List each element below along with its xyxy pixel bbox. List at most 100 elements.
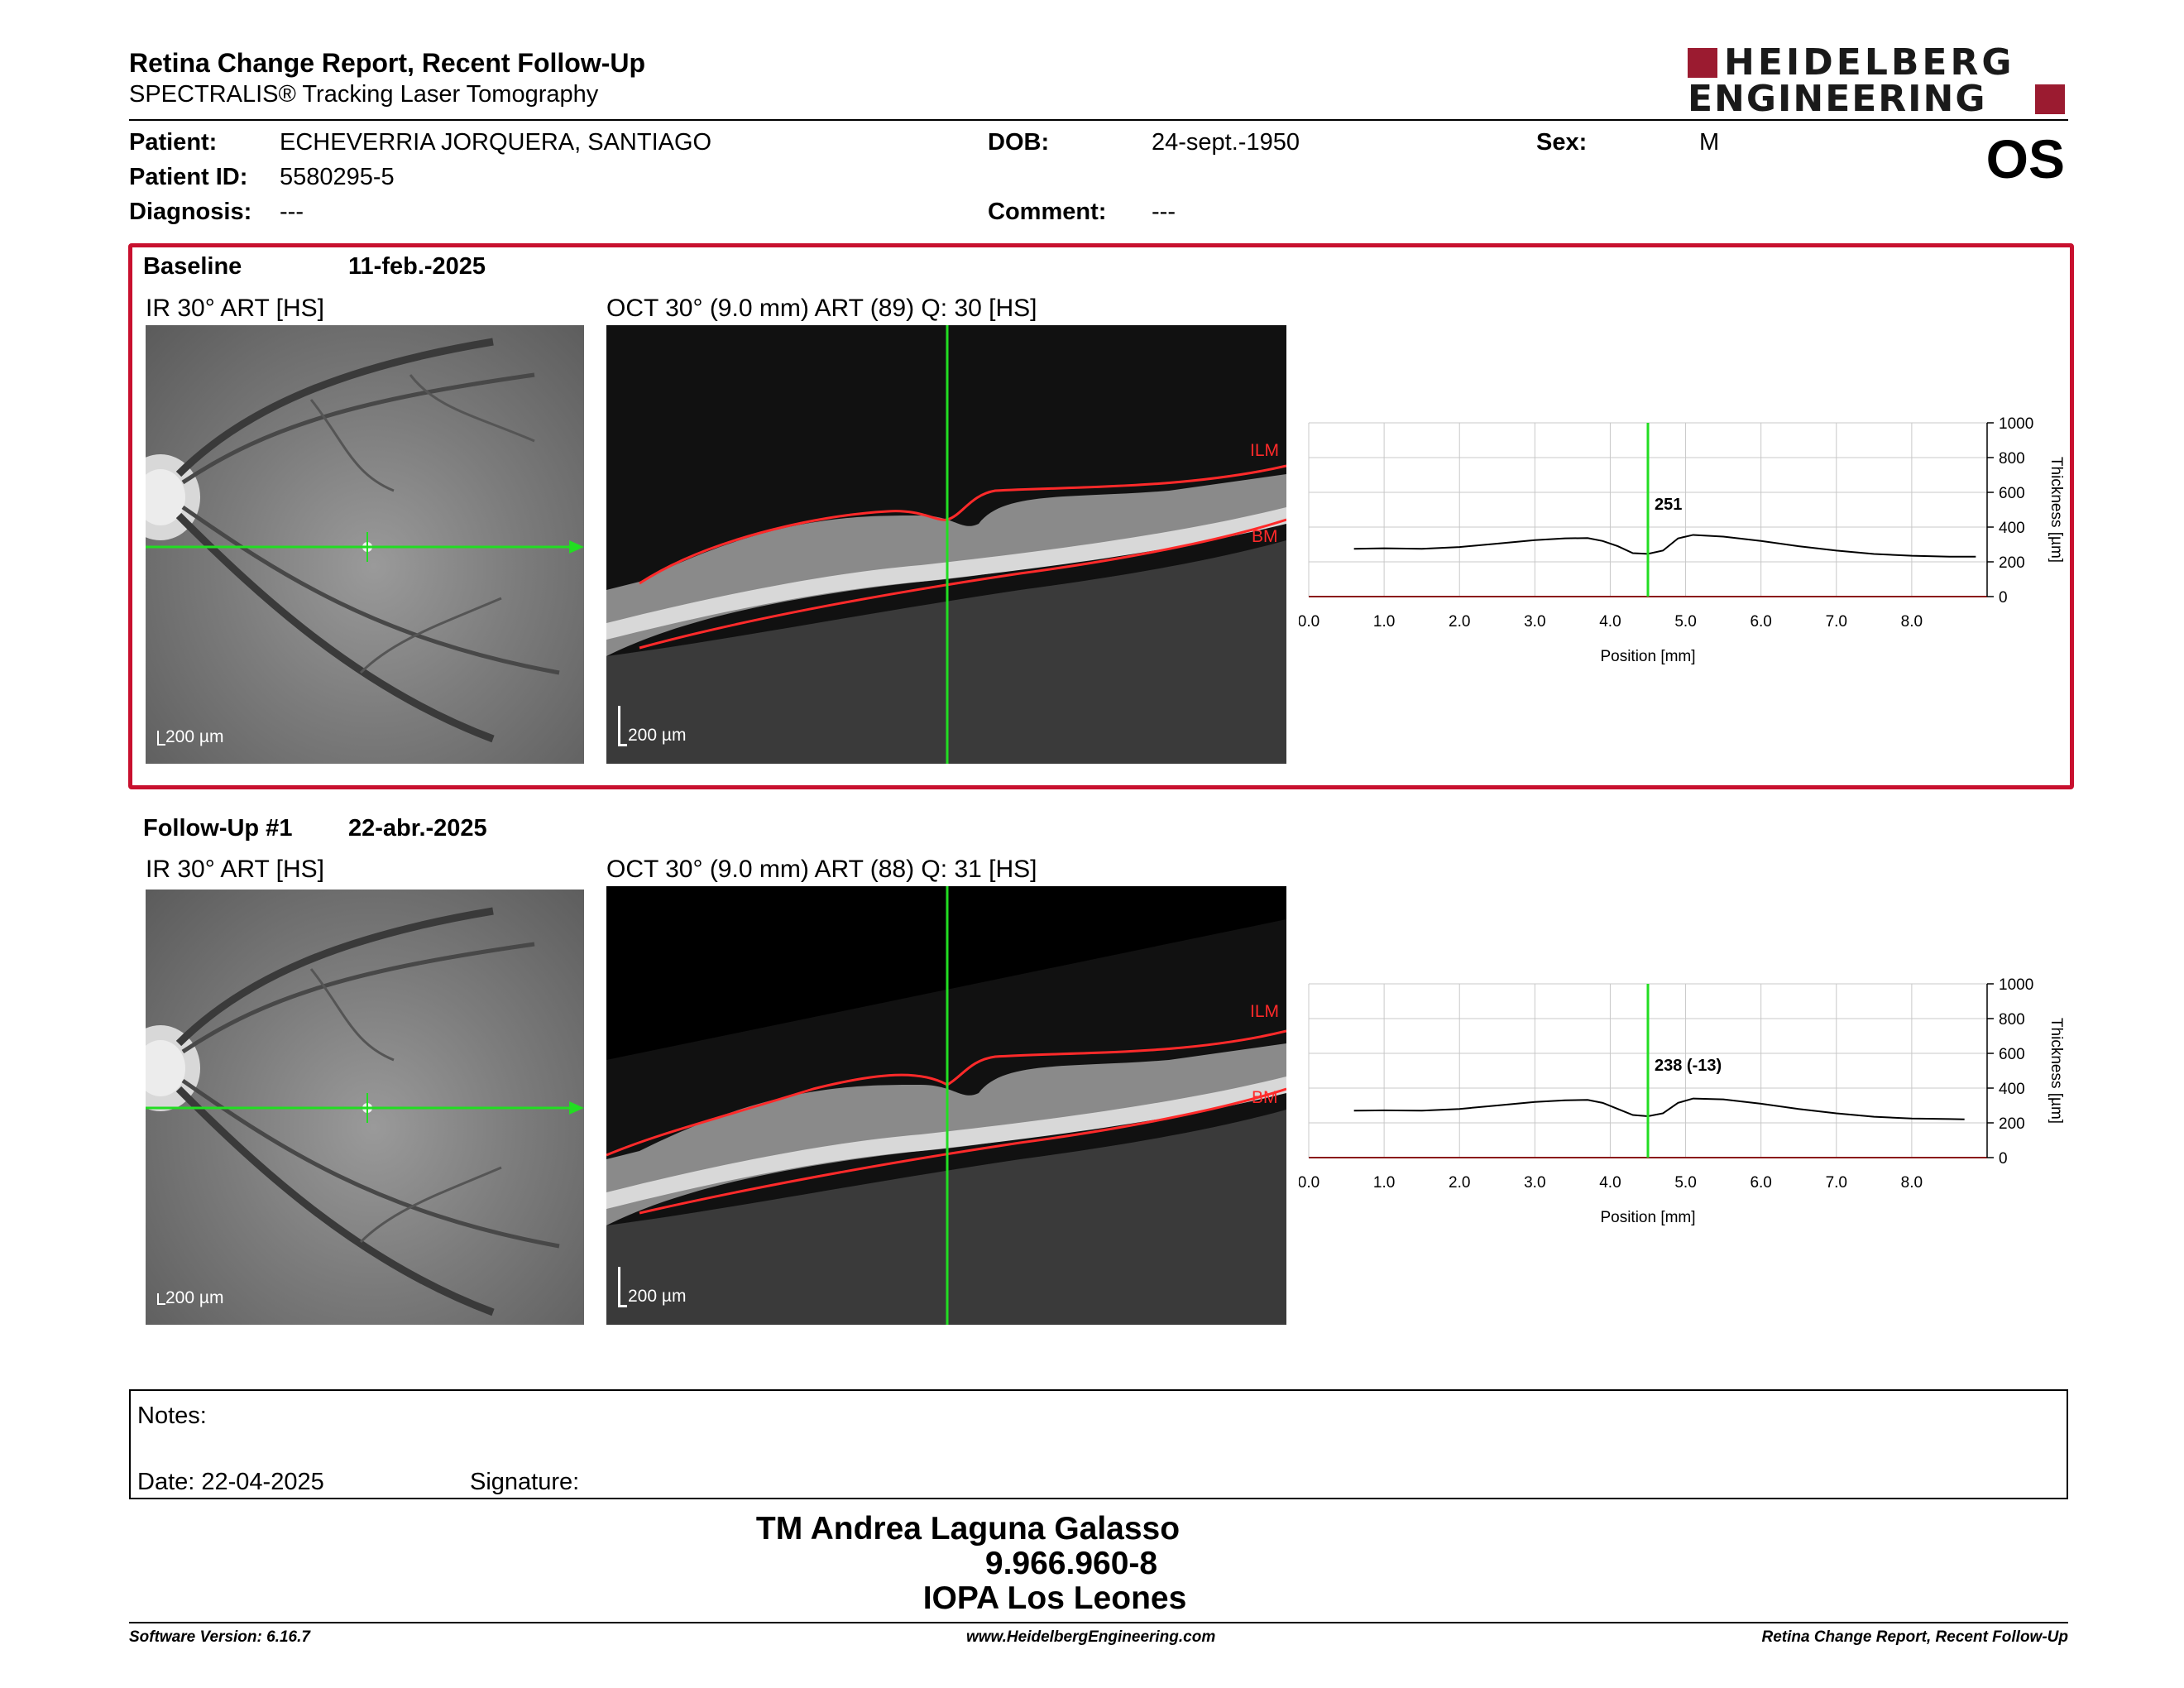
followup-ir-scale-bar — [157, 1293, 165, 1305]
x-tick-label: 1.0 — [1373, 613, 1395, 631]
baseline-ir-scale-label: 200 µm — [165, 727, 224, 746]
thickness-line — [1353, 534, 1976, 558]
baseline-panel-frame — [128, 243, 2074, 789]
heidelberg-logo: HEIDELBERG ENGINEERING — [1688, 41, 2068, 120]
x-tick-label: 2.0 — [1449, 1174, 1470, 1192]
sex-value: M — [1699, 129, 1720, 156]
cursor-value-label: 251 — [1655, 496, 1682, 514]
baseline-date: 11-feb.-2025 — [348, 253, 486, 280]
diagnosis-label: Diagnosis: — [129, 199, 252, 225]
report-subtitle: SPECTRALIS® Tracking Laser Tomography — [129, 81, 599, 108]
x-tick-label: 0.0 — [1299, 1174, 1320, 1192]
signer-id: 9.966.960-8 — [984, 1546, 1158, 1581]
followup-ir-scale-label: 200 µm — [165, 1288, 224, 1307]
y-axis-label: Thickness [µm] — [2048, 457, 2065, 563]
x-tick-label: 7.0 — [1826, 613, 1847, 631]
y-tick-label: 200 — [1999, 1115, 2025, 1133]
x-tick-label: 4.0 — [1599, 1174, 1621, 1192]
baseline-oct-title: OCT 30° (9.0 mm) ART (89) Q: 30 [HS] — [606, 295, 1037, 322]
diagnosis-value: --- — [280, 199, 304, 225]
y-tick-label: 0 — [1999, 589, 2008, 607]
followup-oct-layers — [606, 886, 1286, 1325]
baseline-oct-scale-bar — [618, 706, 627, 746]
logo-square-top — [1688, 48, 1717, 78]
logo-line2: ENGINEERING — [1688, 78, 1987, 120]
followup-ir-fundus-image[interactable]: 200 µm — [146, 886, 584, 1325]
x-tick-label: 1.0 — [1373, 1174, 1395, 1192]
followup-fundus-vessels — [146, 886, 584, 1316]
baseline-ir-scale-bar — [157, 731, 165, 746]
x-tick-label: 6.0 — [1750, 613, 1771, 631]
software-version: Software Version: 6.16.7 — [129, 1628, 310, 1646]
y-tick-label: 400 — [1999, 520, 2025, 537]
dob-label: DOB: — [988, 129, 1050, 156]
dob-value: 24-sept.-1950 — [1152, 129, 1300, 156]
notes-box[interactable]: Notes: Date: 22-04-2025 Signature: — [129, 1389, 2068, 1499]
baseline-bm-label: BM — [1252, 527, 1278, 546]
thickness-line — [1353, 1097, 1965, 1120]
baseline-ilm-label: ILM — [1250, 441, 1280, 460]
notes-label: Notes: — [137, 1403, 207, 1429]
followup-label: Follow-Up #1 — [143, 815, 293, 842]
followup-thickness-chart: 0.0 1.0 2.0 3.0 4.0 5.0 6.0 7.0 8.0 0 200 400 600 800… — [1299, 976, 2065, 1226]
x-axis-label: Position [mm] — [1600, 1209, 1695, 1226]
signature-label: Signature: — [470, 1469, 580, 1495]
followup-oct-scale-label: 200 µm — [628, 1287, 687, 1306]
x-tick-label: 2.0 — [1449, 613, 1470, 631]
baseline-thickness-chart: 0.0 1.0 2.0 3.0 4.0 5.0 6.0 7.0 8.0 0 200 400 600 800… — [1299, 415, 2065, 665]
y-tick-label: 200 — [1999, 554, 2025, 572]
baseline-ir-title: IR 30° ART [HS] — [146, 295, 324, 322]
footer-rule — [129, 1622, 2068, 1623]
baseline-oct-scale-label: 200 µm — [628, 726, 687, 745]
y-tick-label: 1000 — [1999, 976, 2033, 994]
baseline-oct-layers — [606, 325, 1286, 764]
cursor-value-label: 238 (-13) — [1655, 1057, 1722, 1075]
x-tick-label: 4.0 — [1599, 613, 1621, 631]
followup-oct-title: OCT 30° (9.0 mm) ART (88) Q: 31 [HS] — [606, 856, 1037, 883]
eye-indicator: OS — [1985, 128, 2065, 189]
footer-report-name: Retina Change Report, Recent Follow-Up — [1761, 1628, 2068, 1646]
followup-ir-title: IR 30° ART [HS] — [146, 856, 324, 883]
x-tick-label: 6.0 — [1750, 1174, 1771, 1192]
x-tick-label: 5.0 — [1674, 1174, 1696, 1192]
y-tick-label: 600 — [1999, 485, 2025, 502]
y-tick-label: 600 — [1999, 1046, 2025, 1063]
x-tick-label: 0.0 — [1299, 613, 1320, 631]
x-tick-label: 3.0 — [1524, 613, 1545, 631]
x-tick-label: 7.0 — [1826, 1174, 1847, 1192]
comment-value: --- — [1152, 199, 1176, 225]
x-tick-label: 8.0 — [1901, 1174, 1923, 1192]
logo-square-bottom — [2035, 84, 2065, 114]
y-tick-label: 800 — [1999, 1011, 2025, 1029]
logo-line1: HEIDELBERG — [1724, 41, 2015, 84]
followup-date: 22-abr.-2025 — [348, 815, 487, 842]
patient-label: Patient: — [129, 129, 218, 156]
patient-id-label: Patient ID: — [129, 164, 248, 190]
followup-bm-label: BM — [1252, 1088, 1278, 1107]
signer-institution: IOPA Los Leones — [922, 1580, 1187, 1616]
followup-oct-bscan-image[interactable]: ILM BM 200 µm — [606, 886, 1286, 1325]
followup-oct-scale-bar — [618, 1267, 627, 1307]
x-tick-label: 8.0 — [1901, 613, 1923, 631]
report-title: Retina Change Report, Recent Follow-Up — [129, 48, 646, 78]
patient-id-value: 5580295-5 — [280, 164, 395, 190]
comment-label: Comment: — [988, 199, 1107, 225]
baseline-label: Baseline — [143, 253, 242, 280]
y-tick-label: 800 — [1999, 450, 2025, 468]
x-axis-label: Position [mm] — [1600, 648, 1695, 665]
website-link[interactable]: www.HeidelbergEngineering.com — [966, 1628, 1216, 1646]
patient-name: ECHEVERRIA JORQUERA, SANTIAGO — [280, 129, 712, 156]
sex-label: Sex: — [1536, 129, 1588, 156]
x-tick-label: 3.0 — [1524, 1174, 1545, 1192]
y-axis-label: Thickness [µm] — [2048, 1018, 2065, 1124]
baseline-oct-bscan-image[interactable]: ILM BM 200 µm — [606, 325, 1286, 764]
notes-date: Date: 22-04-2025 — [137, 1469, 324, 1495]
x-tick-label: 5.0 — [1674, 613, 1696, 631]
baseline-ir-fundus-image[interactable]: 200 µm — [146, 325, 584, 764]
y-tick-label: 0 — [1999, 1150, 2008, 1168]
baseline-fundus-vessels — [146, 338, 584, 743]
followup-ilm-label: ILM — [1250, 1002, 1280, 1021]
header-rule — [129, 119, 2068, 121]
y-tick-label: 400 — [1999, 1081, 2025, 1098]
signer-name: TM Andrea Laguna Galasso — [755, 1511, 1181, 1547]
